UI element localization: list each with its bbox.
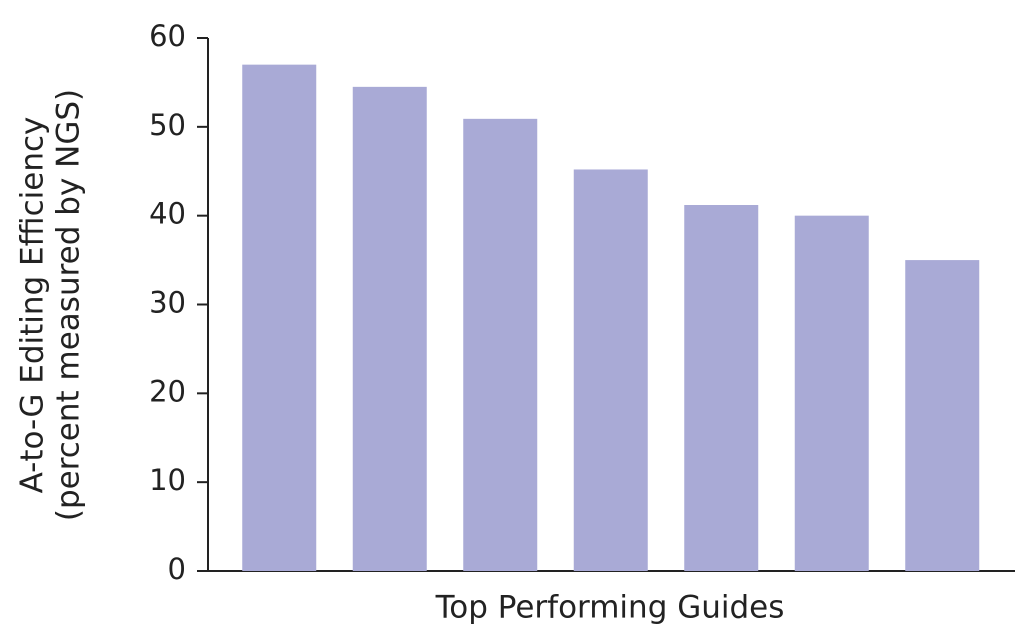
y-tick-label: 50 <box>149 108 186 142</box>
bar <box>463 118 538 572</box>
y-axis-title: (percent measured by NGS) <box>51 89 87 521</box>
y-axis-title: A-to-G Editing Efficiency <box>15 117 51 494</box>
x-axis-title: Top Performing Guides <box>435 590 785 626</box>
bar <box>242 64 317 572</box>
y-tick-label: 30 <box>149 286 186 320</box>
bar <box>684 205 759 572</box>
y-tick-label: 20 <box>149 374 186 408</box>
y-tick-label: 0 <box>168 552 186 586</box>
y-tick-label: 60 <box>149 19 186 53</box>
bar <box>794 215 869 571</box>
y-tick-label: 40 <box>149 197 186 231</box>
y-tick-label: 10 <box>149 463 186 497</box>
bar <box>352 86 427 571</box>
bar <box>905 260 980 571</box>
bar <box>573 169 648 571</box>
